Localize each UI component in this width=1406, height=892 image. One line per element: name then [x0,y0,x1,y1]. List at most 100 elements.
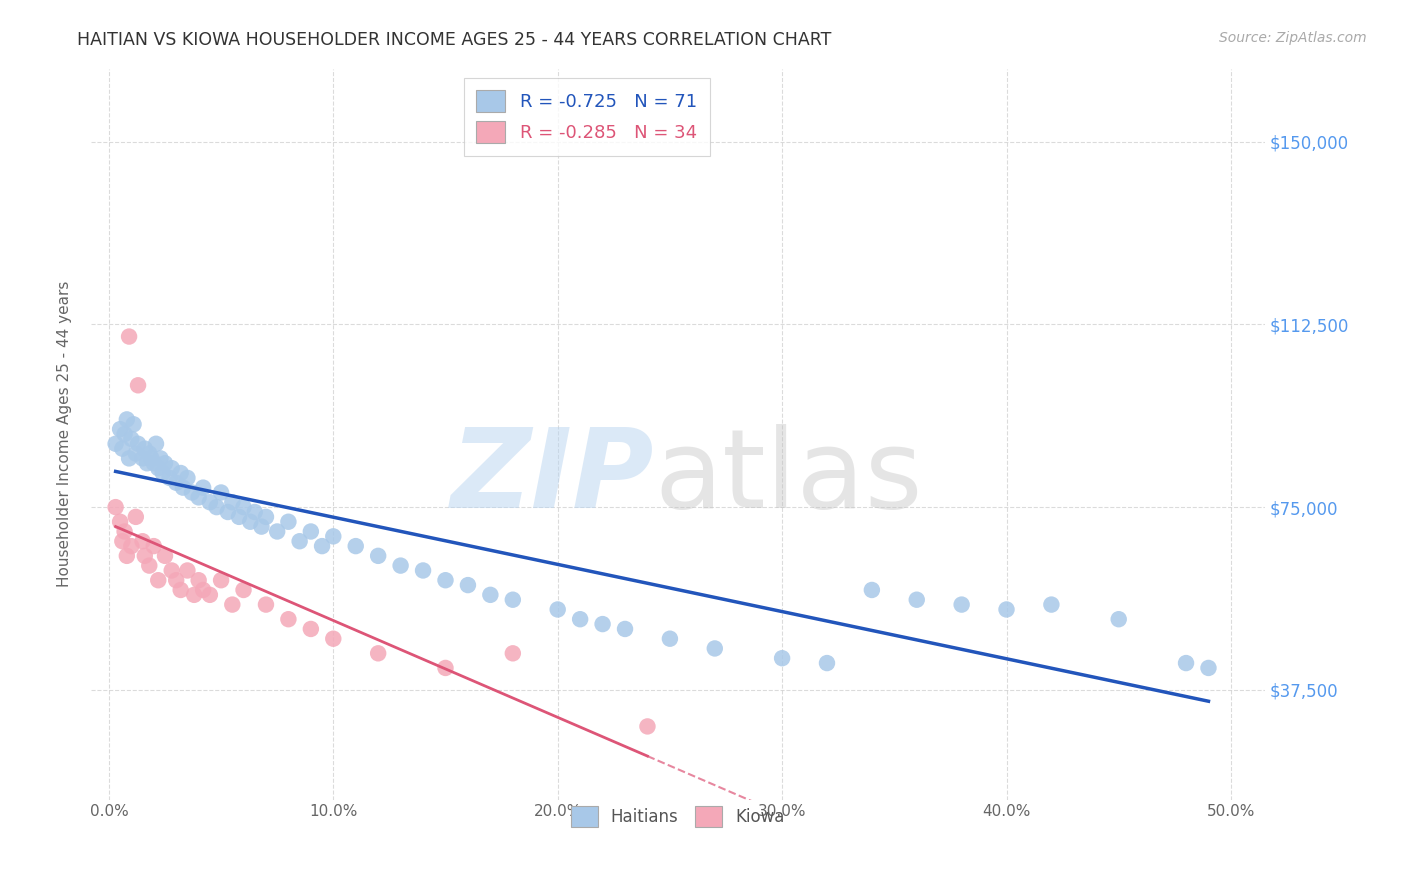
Point [502,646,524,660]
Point [165,475,187,490]
Point [367,549,389,563]
Point [569,612,592,626]
Point [299,524,322,539]
Point [127,378,149,392]
Point [434,661,457,675]
Point [995,602,1018,616]
Point [160,564,183,578]
Point [636,719,658,733]
Point [159,471,181,485]
Point [153,456,176,470]
Point [180,485,202,500]
Point [148,461,170,475]
Point [108,422,131,436]
Point [142,456,165,470]
Point [1198,661,1220,675]
Point [1175,656,1198,670]
Point [614,622,637,636]
Point [115,412,138,426]
Point [322,529,344,543]
Point [131,451,153,466]
Point [209,485,232,500]
Point [434,573,457,587]
Point [658,632,681,646]
Point [770,651,793,665]
Point [142,539,165,553]
Point [108,515,131,529]
Point [127,436,149,450]
Point [153,549,176,563]
Point [114,524,136,539]
Point [149,451,172,466]
Point [344,539,367,553]
Point [120,432,142,446]
Point [187,491,209,505]
Text: atlas: atlas [654,425,922,532]
Point [141,451,163,466]
Point [118,329,141,343]
Point [228,509,250,524]
Point [120,539,142,553]
Point [122,417,145,432]
Point [170,466,193,480]
Point [205,500,228,515]
Y-axis label: Householder Income Ages 25 - 44 years: Householder Income Ages 25 - 44 years [58,281,72,587]
Text: Source: ZipAtlas.com: Source: ZipAtlas.com [1219,31,1367,45]
Point [412,564,434,578]
Point [198,588,221,602]
Point [254,509,277,524]
Point [145,436,167,450]
Point [243,505,266,519]
Point [221,598,243,612]
Legend: Haitians, Kiowa: Haitians, Kiowa [562,798,793,835]
Point [115,549,138,563]
Point [191,582,214,597]
Point [950,598,973,612]
Text: ZIP: ZIP [451,425,654,532]
Point [176,564,198,578]
Point [254,598,277,612]
Point [131,534,153,549]
Point [221,495,243,509]
Point [114,427,136,442]
Point [367,646,389,660]
Point [277,612,299,626]
Text: HAITIAN VS KIOWA HOUSEHOLDER INCOME AGES 25 - 44 YEARS CORRELATION CHART: HAITIAN VS KIOWA HOUSEHOLDER INCOME AGES… [77,31,832,49]
Point [148,573,170,587]
Point [170,582,193,597]
Point [322,632,344,646]
Point [209,573,232,587]
Point [860,582,883,597]
Point [905,592,928,607]
Point [176,471,198,485]
Point [134,442,156,456]
Point [232,582,254,597]
Point [104,500,127,515]
Point [1108,612,1130,626]
Point [266,524,288,539]
Point [172,481,194,495]
Point [198,495,221,509]
Point [191,481,214,495]
Point [232,500,254,515]
Point [239,515,262,529]
Point [125,509,148,524]
Point [138,446,160,460]
Point [457,578,479,592]
Point [104,436,127,450]
Point [592,617,614,632]
Point [217,505,239,519]
Point [138,558,160,573]
Point [1040,598,1063,612]
Point [134,549,156,563]
Point [311,539,333,553]
Point [288,534,311,549]
Point [118,451,141,466]
Point [389,558,412,573]
Point [111,442,134,456]
Point [502,592,524,607]
Point [299,622,322,636]
Point [703,641,725,656]
Point [160,461,183,475]
Point [111,534,134,549]
